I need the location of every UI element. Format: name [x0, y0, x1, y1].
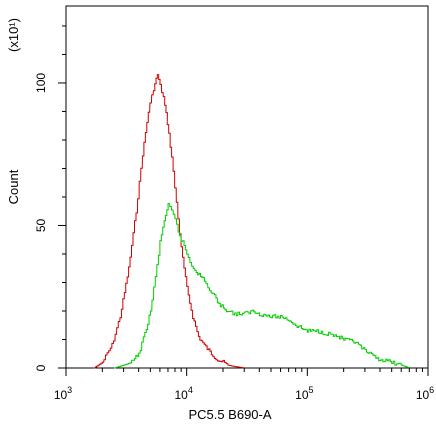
series-line-2 [114, 203, 410, 369]
y-tick-label: 100 [34, 73, 48, 93]
y-tick-label: 50 [34, 218, 48, 232]
x-axis-ticks: 103 104 105 106 [54, 368, 434, 402]
x-tick-label: 106 [416, 385, 434, 402]
x-tick-label: 104 [174, 385, 192, 402]
x-axis-label: PC5.5 B690-A [188, 407, 271, 422]
y-tick-label: 0 [34, 364, 48, 371]
series-layer [93, 74, 410, 369]
series-line-1 [93, 74, 245, 369]
x-tick-label: 105 [295, 385, 313, 402]
x-tick-label: 103 [54, 385, 72, 402]
plot-frame [65, 5, 429, 369]
y-multiplier-label: (x10¹) [6, 18, 21, 52]
y-axis-ticks: 0 50 100 [34, 25, 66, 371]
y-axis-label: Count [6, 169, 21, 204]
